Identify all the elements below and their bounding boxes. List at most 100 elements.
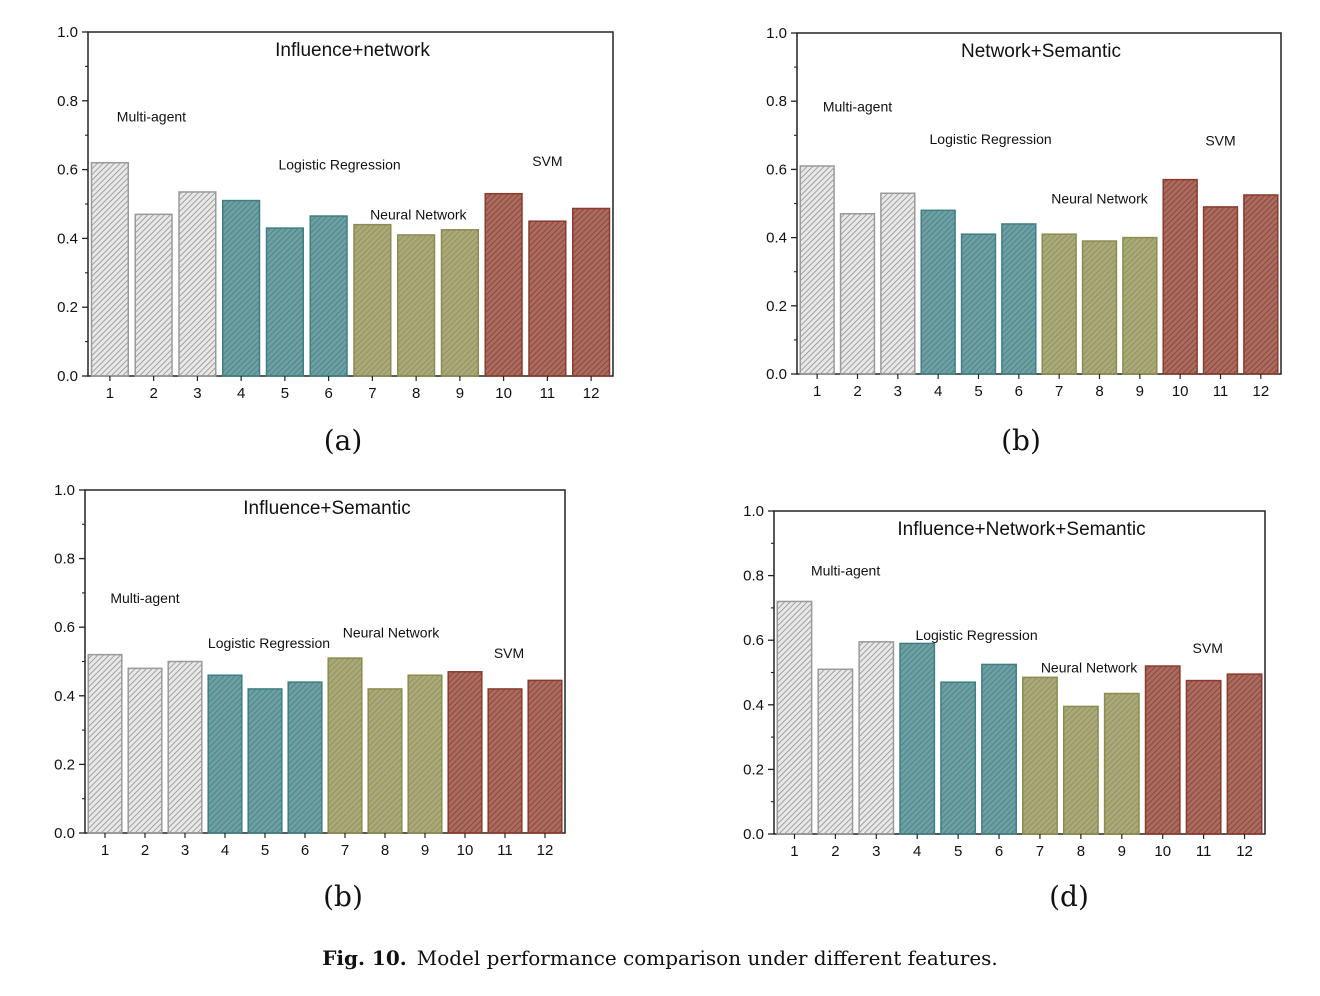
y-tick-label: 0.2	[57, 299, 78, 316]
x-tick-label: 3	[181, 842, 189, 859]
panel-label-c: (b)	[323, 880, 363, 913]
bar-10	[484, 192, 523, 377]
bar-3	[167, 660, 203, 834]
group-annotation: Multi-agent	[811, 563, 880, 579]
bar-7	[327, 657, 363, 834]
y-tick-label: 0.8	[54, 551, 75, 568]
bar-11	[1185, 679, 1222, 835]
x-tick-label: 7	[368, 385, 376, 402]
x-tick-label: 3	[872, 843, 880, 860]
bar-6	[309, 215, 348, 377]
x-tick-label: 11	[1196, 843, 1212, 860]
x-tick-label: 3	[193, 385, 201, 402]
group-annotation: SVM	[1205, 133, 1235, 149]
x-tick-label: 12	[1236, 843, 1253, 860]
bar-9	[440, 229, 479, 377]
x-tick-label: 10	[457, 842, 474, 859]
bar-8	[397, 234, 436, 377]
x-tick-label: 9	[456, 385, 464, 402]
x-tick-label: 5	[974, 383, 982, 400]
y-tick-label: 0.0	[57, 368, 78, 385]
group-annotation: SVM	[532, 153, 562, 169]
x-tick-label: 11	[1213, 383, 1229, 400]
y-tick-label: 0.6	[57, 162, 78, 179]
x-tick-label: 3	[894, 383, 902, 400]
y-tick-label: 0.6	[766, 161, 787, 178]
x-tick-label: 8	[1077, 843, 1085, 860]
bar-12	[572, 207, 611, 377]
bar-6	[981, 663, 1017, 835]
x-tick-label: 7	[1055, 383, 1063, 400]
bar-11	[487, 688, 523, 834]
x-tick-label: 5	[261, 842, 269, 859]
y-tick-label: 0.2	[54, 756, 75, 773]
x-tick-label: 9	[1136, 383, 1144, 400]
panel-label-d: (d)	[1049, 880, 1089, 913]
x-tick-label: 6	[324, 385, 332, 402]
y-tick-label: 1.0	[743, 503, 764, 520]
x-tick-label: 6	[301, 842, 309, 859]
group-annotation: Neural Network	[1041, 660, 1138, 676]
x-tick-label: 9	[421, 842, 429, 859]
y-tick-label: 0.0	[54, 825, 75, 842]
x-tick-label: 2	[149, 385, 157, 402]
x-tick-label: 10	[1154, 843, 1171, 860]
y-tick-label: 1.0	[57, 24, 78, 41]
figure-caption: Fig. 10. Model performance comparison und…	[0, 946, 1320, 970]
bar-7	[1022, 676, 1058, 835]
bar-8	[367, 688, 403, 834]
group-annotation: SVM	[494, 645, 524, 661]
bar-10	[447, 671, 483, 834]
group-annotation: Multi-agent	[823, 98, 892, 114]
bar-2	[127, 667, 163, 834]
x-tick-label: 12	[583, 385, 600, 402]
group-annotation: Multi-agent	[110, 590, 179, 606]
x-tick-label: 10	[1172, 383, 1189, 400]
x-tick-label: 4	[237, 385, 245, 402]
y-tick-label: 0.4	[54, 688, 75, 705]
group-annotation: Logistic Regression	[278, 157, 400, 173]
bar-5	[940, 681, 977, 835]
x-tick-label: 5	[281, 385, 289, 402]
bar-2	[839, 212, 876, 375]
group-annotation: Logistic Regression	[208, 635, 330, 651]
x-tick-label: 4	[934, 383, 942, 400]
panel-label-b: (b)	[1001, 424, 1041, 457]
bar-2	[817, 668, 854, 835]
y-tick-label: 0.0	[743, 826, 764, 843]
bar-10	[1144, 665, 1181, 835]
y-tick-label: 0.4	[766, 230, 787, 247]
figure-caption-text: Model performance comparison under diffe…	[416, 946, 998, 970]
group-annotation: Logistic Regression	[915, 627, 1037, 643]
x-tick-label: 12	[1252, 383, 1269, 400]
bar-12	[527, 679, 563, 834]
x-tick-label: 7	[341, 842, 349, 859]
x-tick-label: 2	[831, 843, 839, 860]
bar-8	[1081, 240, 1118, 375]
bar-1	[87, 653, 123, 834]
chart-title: Influence+Semantic	[243, 498, 410, 519]
x-tick-label: 1	[106, 385, 114, 402]
y-tick-label: 0.2	[743, 761, 764, 778]
x-tick-label: 7	[1036, 843, 1044, 860]
x-tick-label: 10	[495, 385, 512, 402]
x-tick-label: 11	[540, 385, 556, 402]
bar-7	[353, 223, 392, 377]
bar-6	[1001, 223, 1037, 375]
group-annotation: Neural Network	[1051, 191, 1148, 207]
y-tick-label: 0.8	[57, 93, 78, 110]
bar-9	[1122, 236, 1158, 375]
bar-1	[776, 600, 813, 835]
bar-3	[858, 641, 895, 835]
bar-8	[1062, 705, 1099, 835]
x-tick-label: 9	[1118, 843, 1126, 860]
bar-7	[1041, 233, 1077, 375]
x-tick-label: 4	[221, 842, 229, 859]
bar-1	[90, 161, 129, 377]
x-tick-label: 1	[101, 842, 109, 859]
group-annotation: Logistic Regression	[930, 131, 1052, 147]
